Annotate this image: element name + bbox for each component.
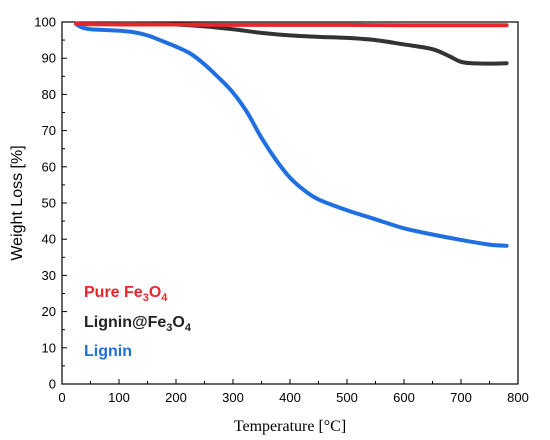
y-tick-label: 40 [42,232,56,247]
legend-lignin-fe3o4: Lignin@Fe3O4 [84,314,192,334]
x-tick-label: 300 [222,390,244,405]
x-tick-label: 0 [58,390,65,405]
x-tick-label: 700 [450,390,472,405]
y-tick-label: 90 [42,51,56,66]
x-tick-label: 400 [279,390,301,405]
y-tick-label: 50 [42,196,56,211]
series-layer [74,21,509,248]
x-tick-label: 800 [507,390,529,405]
y-tick-label: 60 [42,159,56,174]
y-tick-label: 30 [42,268,56,283]
x-tick-label: 500 [336,390,358,405]
legend: Pure Fe3O4 Lignin@Fe3O4 Lignin [84,284,192,360]
x-tick-label: 100 [108,390,130,405]
legend-lignin: Lignin [84,343,132,360]
series-line-lignin [74,22,509,248]
y-tick-label: 10 [42,340,56,355]
x-tick-label: 200 [165,390,187,405]
y-tick-label: 70 [42,123,56,138]
series-line-lignin-fe [74,21,509,66]
y-tick-label: 100 [34,15,56,30]
y-axis-label: Weight Loss [%] [9,145,26,260]
legend-pure-fe3o4: Pure Fe3O4 [84,284,168,304]
x-axis-label: Temperature [°C] [234,418,346,435]
series-line-pure-fe [74,21,509,28]
y-tick-label: 20 [42,304,56,319]
y-tick-label: 0 [49,377,56,392]
axis-ticks: 0 100 200 300 400 500 600 700 800 0 10 20 30 40 50 60 70… [34,15,529,406]
y-tick-label: 80 [42,87,56,102]
x-tick-label: 600 [393,390,415,405]
